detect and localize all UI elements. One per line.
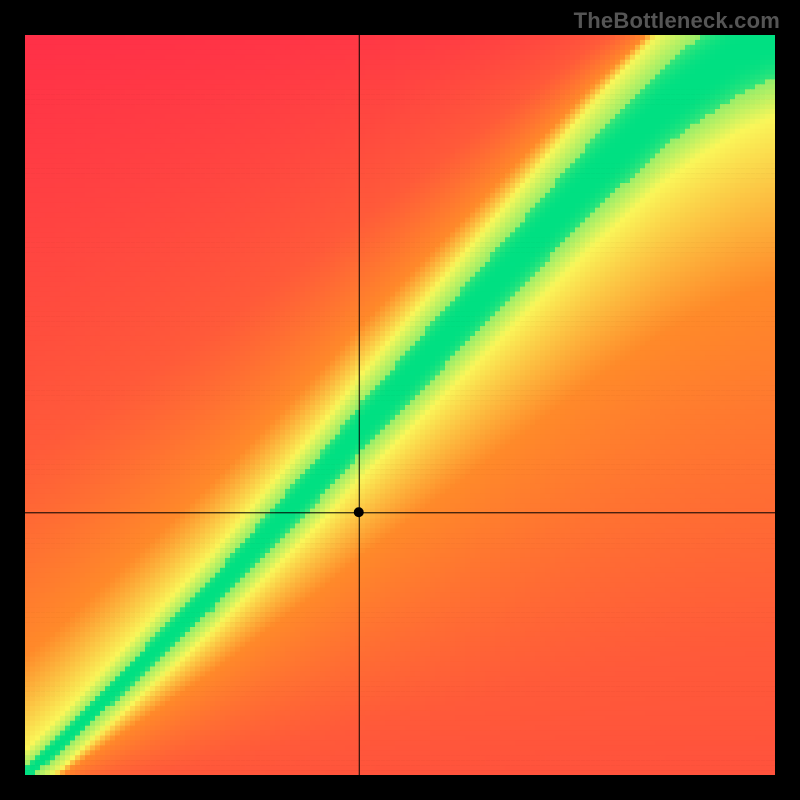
- heatmap-canvas: [25, 35, 775, 775]
- watermark-text: TheBottleneck.com: [574, 8, 780, 34]
- plot-area: [25, 35, 775, 775]
- chart-container: { "watermark": "TheBottleneck.com", "cha…: [0, 0, 800, 800]
